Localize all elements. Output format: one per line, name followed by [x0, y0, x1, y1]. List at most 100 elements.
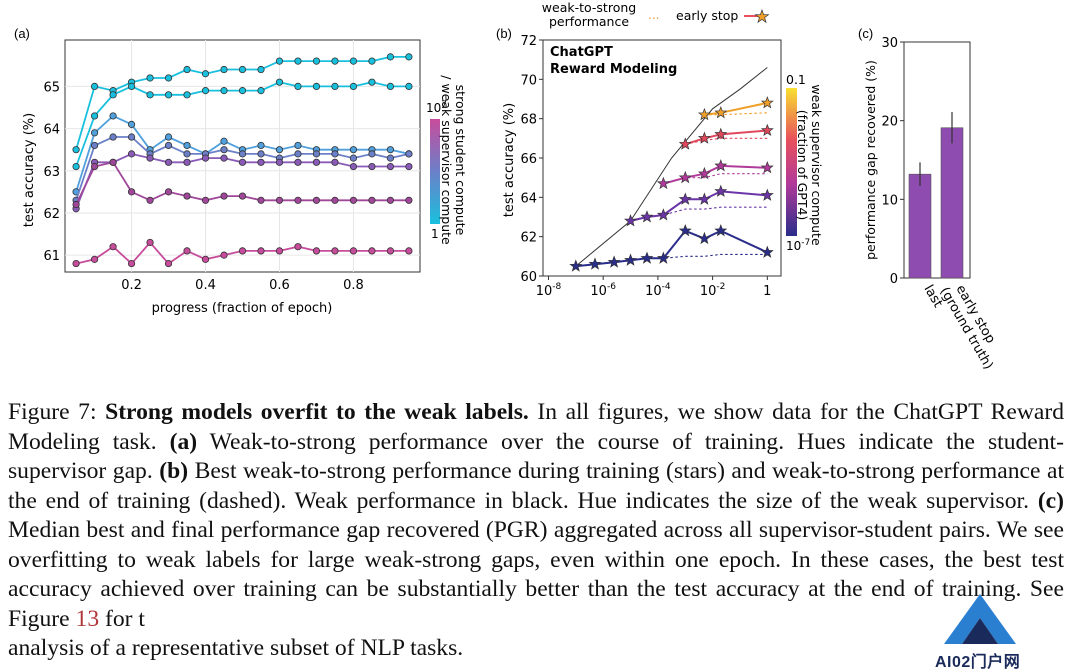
- panel-a-point: [294, 141, 302, 150]
- panel-a-point: [368, 57, 376, 65]
- panel-a-point: [405, 162, 413, 171]
- panel-b-colorbar: [786, 88, 797, 236]
- panel-a-point: [386, 82, 395, 91]
- panel-b-x-tick-label: 10-8: [536, 282, 562, 299]
- panel-a-point: [220, 87, 228, 95]
- panel-b-x-tick-label: 10-6: [590, 282, 616, 299]
- panel-a-point: [201, 87, 210, 95]
- panel-b-star-point: [640, 210, 654, 223]
- panel-b-y-tick-label: 72: [520, 34, 537, 49]
- panel-b-star-point: [697, 166, 711, 180]
- panel-a-x-tick-label: 0.6: [269, 278, 290, 293]
- panel-b-star-point: [714, 184, 728, 197]
- panel-a-point: [201, 255, 210, 263]
- panel-b-legend: weak-to-strong performance ... early stop: [542, 0, 770, 29]
- panel-b-y-tick-label: 60: [520, 270, 537, 285]
- panel-a-point: [238, 247, 247, 255]
- panel-a-point: [312, 196, 321, 204]
- panel-b-series-supervisor-1e-3: [678, 123, 774, 150]
- panel-b-colorbar-top: 0.1: [786, 72, 806, 87]
- panel-a-point: [275, 78, 284, 86]
- panel-a-point: [257, 141, 265, 150]
- panel-c-label: (c): [858, 26, 873, 41]
- panel-a-point: [220, 192, 228, 200]
- panel-a-axes: [64, 39, 421, 273]
- panel-b-early-stop-line: [704, 101, 768, 116]
- panel-b-star-point: [760, 245, 774, 258]
- panel-a-point: [257, 247, 265, 255]
- panel-a-point: [312, 57, 321, 65]
- panel-a-point: [183, 158, 191, 166]
- panel-a-point: [72, 200, 80, 209]
- panel-a-point: [294, 158, 302, 166]
- panel-a-point: [90, 141, 99, 150]
- caption-figure-label: Figure 7:: [8, 399, 97, 425]
- panel-a-y-ticks: 61 62 63 64 65: [43, 80, 60, 264]
- panel-b-star-point: [760, 123, 774, 137]
- panel-c-bars: [908, 112, 964, 279]
- panel-b-star-point: [714, 105, 728, 119]
- panel-b-star-point: [624, 253, 638, 266]
- panel-b-series-supervisor-1e-5: [656, 159, 774, 190]
- panel-a-point: [331, 247, 339, 255]
- panel-b-star-point: [714, 159, 728, 172]
- panel-a-point: [183, 141, 191, 150]
- panel-a-point: [164, 188, 173, 196]
- panel-a-point: [238, 65, 247, 74]
- panel-b-star-point: [760, 96, 774, 109]
- panel-a-x-tick-label: 0.2: [121, 278, 142, 293]
- panel-a-point: [368, 247, 376, 255]
- panel-a-point: [109, 91, 117, 99]
- caption-text-4: Median best and final performance gap re…: [8, 517, 1064, 632]
- caption-figure-reference-link[interactable]: 13: [75, 605, 100, 632]
- panel-a-point: [72, 259, 80, 268]
- panel-a-point: [368, 196, 376, 204]
- panel-a-y-label: test accuracy (%): [22, 113, 37, 227]
- panel-b-early-stop-line: [575, 229, 768, 268]
- panel-a-point: [405, 150, 413, 158]
- panel-b-x-tick-label: 10-2: [700, 282, 726, 299]
- figure-caption: Figure 7: Strong models overfit to the w…: [8, 398, 1064, 664]
- panel-a-point: [349, 146, 358, 154]
- watermark-text: AI02门户网: [935, 654, 1021, 671]
- panel-c-bar: [940, 127, 964, 279]
- panel-a-point: [294, 243, 302, 251]
- panel-a-point: [127, 188, 136, 196]
- panel-b-title: ChatGPT Reward Modeling: [550, 45, 677, 77]
- watermark-logo-icon: [944, 594, 1016, 644]
- panel-a-point: [164, 91, 173, 99]
- panel-b-star-point: [656, 251, 670, 264]
- panel-a-y-tick-label: 64: [43, 123, 60, 138]
- panel-a-point: [312, 158, 321, 166]
- panel-a-point: [164, 74, 173, 82]
- panel-a-point: [164, 141, 173, 150]
- panel-a-colorbar-label: strong student compute/ weak supervisor …: [439, 75, 468, 245]
- panel-a-point: [220, 251, 228, 259]
- panel-b-y-tick-label: 68: [520, 113, 537, 128]
- panel-a-point: [257, 150, 265, 158]
- panel-a-point: [238, 87, 247, 95]
- panel-a-point: [90, 129, 99, 137]
- panel-a-point: [257, 196, 265, 204]
- panel-a-point: [164, 133, 173, 141]
- panel-b-series-supervisor-1e-6: [624, 184, 774, 227]
- panel-a-x-tick-label: 0.4: [195, 278, 216, 293]
- panel-a-grid: [65, 40, 420, 272]
- panel-a-label: (a): [14, 26, 30, 41]
- panel-a-point: [331, 57, 339, 65]
- panel-b-x-ticks: 10-8 10-6 10-4 10-2 1: [536, 276, 771, 299]
- panel-a-y-tick-label: 62: [43, 207, 60, 222]
- panel-a-point: [201, 154, 210, 162]
- panel-a-point: [146, 238, 154, 247]
- panel-b-star-point: [760, 188, 774, 201]
- panel-a-x-ticks: 0.2 0.4 0.6 0.8: [121, 278, 364, 293]
- panel-b-star-point: [714, 223, 728, 237]
- panel-a-point: [164, 158, 173, 166]
- panel-c-x-tick-label: early stop(ground truth): [937, 277, 1009, 372]
- panel-a-point: [275, 247, 284, 255]
- panel-b-star-point: [588, 257, 602, 270]
- panel-a-point: [183, 65, 191, 74]
- panel-a-point: [386, 162, 395, 171]
- panel-a-x-tick-label: 0.8: [343, 278, 364, 293]
- panel-a-point: [72, 146, 80, 154]
